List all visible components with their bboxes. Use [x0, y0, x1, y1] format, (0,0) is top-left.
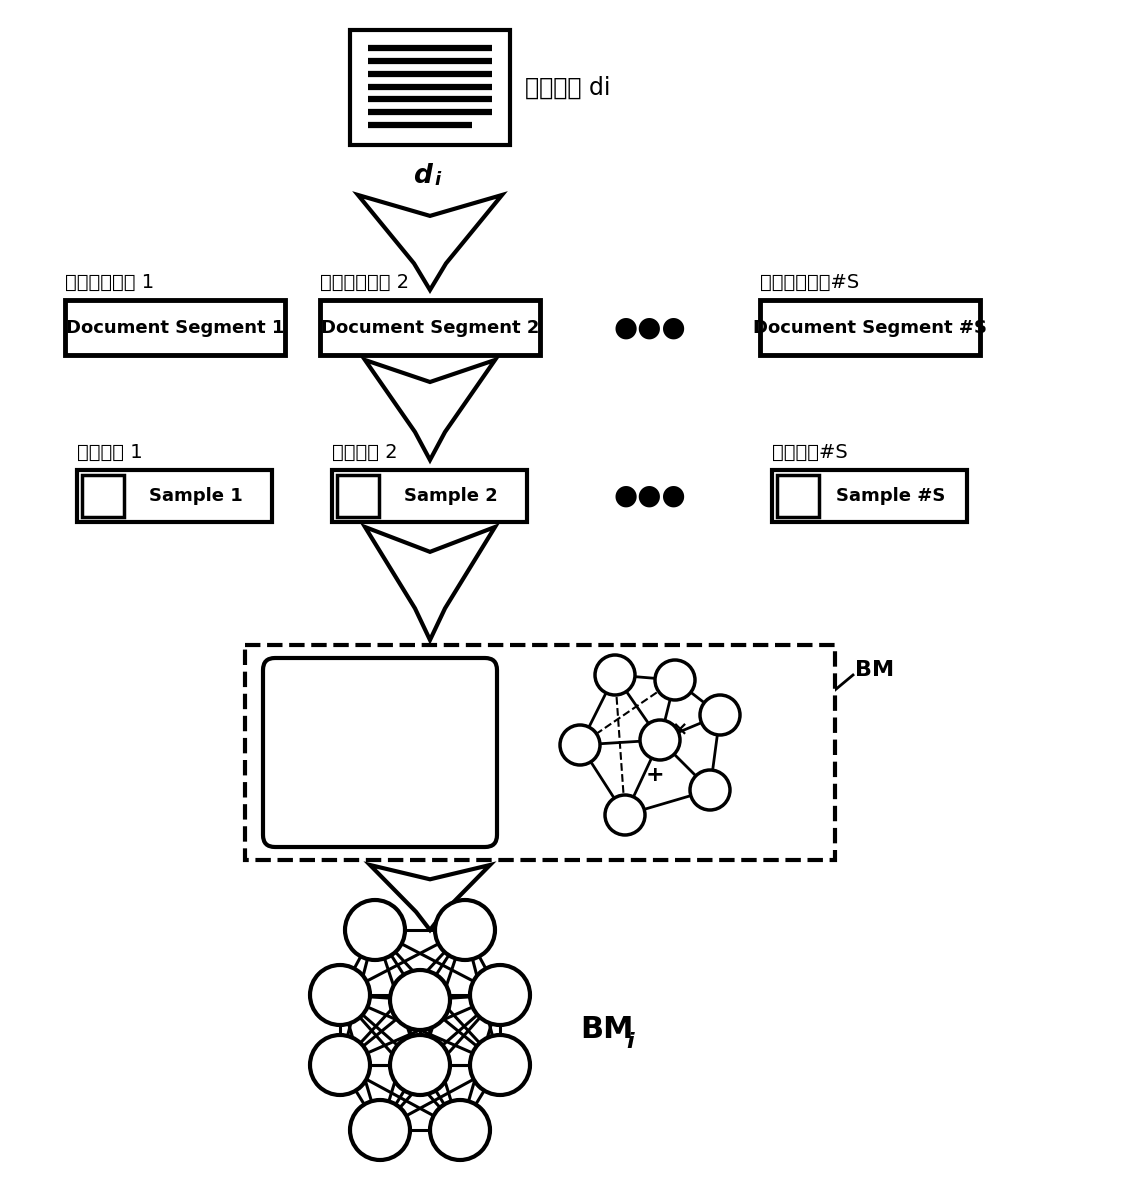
Circle shape — [639, 721, 680, 760]
Bar — [65, 300, 285, 355]
Circle shape — [560, 725, 601, 765]
Text: Sample #S: Sample #S — [837, 486, 945, 504]
Polygon shape — [364, 527, 495, 640]
Circle shape — [595, 655, 635, 695]
Text: 滑动窗口位置 2: 滑动窗口位置 2 — [320, 273, 409, 292]
Text: 学习: 学习 — [363, 739, 397, 766]
Text: i: i — [435, 171, 441, 189]
Circle shape — [700, 695, 740, 735]
Bar — [760, 300, 980, 355]
Text: Document Segment 1: Document Segment 1 — [65, 318, 284, 336]
Bar — [83, 476, 125, 516]
Circle shape — [390, 1035, 450, 1095]
Text: i: i — [626, 1032, 634, 1052]
Text: Document Segment #S: Document Segment #S — [753, 318, 987, 336]
Text: Sample 1: Sample 1 — [149, 486, 243, 504]
Text: 文本片段#S: 文本片段#S — [772, 443, 848, 462]
Circle shape — [470, 1035, 529, 1095]
Circle shape — [656, 661, 694, 700]
Polygon shape — [358, 195, 502, 289]
Circle shape — [350, 1100, 410, 1160]
Bar — [777, 476, 819, 516]
Text: d: d — [413, 163, 431, 189]
Text: BM: BM — [580, 1016, 634, 1045]
Bar — [350, 30, 510, 145]
Text: BM: BM — [855, 661, 894, 680]
Text: Sample 2: Sample 2 — [405, 486, 497, 504]
Bar — [78, 470, 273, 522]
Circle shape — [311, 964, 370, 1024]
Text: 文本片段 1: 文本片段 1 — [78, 443, 143, 462]
Bar — [320, 300, 540, 355]
FancyBboxPatch shape — [262, 658, 497, 847]
Text: 文本片段 2: 文本片段 2 — [332, 443, 398, 462]
Text: ●●●: ●●● — [613, 313, 686, 341]
Text: ●●●: ●●● — [613, 482, 686, 510]
Bar — [245, 645, 835, 860]
Bar — [332, 470, 527, 522]
Circle shape — [345, 900, 405, 960]
Circle shape — [430, 1100, 490, 1160]
Text: 滑动窗口位置 1: 滑动窗口位置 1 — [65, 273, 154, 292]
Circle shape — [470, 964, 529, 1024]
Polygon shape — [364, 360, 495, 460]
Bar — [338, 476, 379, 516]
Text: +: + — [645, 765, 665, 785]
Text: 滑动窗口位置#S: 滑动窗口位置#S — [760, 273, 860, 292]
Circle shape — [605, 795, 645, 835]
Text: Document Segment 2: Document Segment 2 — [321, 318, 539, 336]
Circle shape — [390, 970, 450, 1030]
Polygon shape — [370, 865, 490, 930]
Circle shape — [311, 1035, 370, 1095]
Text: ×: × — [672, 721, 689, 740]
Text: 选定文档 di: 选定文档 di — [525, 76, 611, 100]
Bar — [772, 470, 967, 522]
Circle shape — [690, 770, 730, 809]
Circle shape — [435, 900, 495, 960]
